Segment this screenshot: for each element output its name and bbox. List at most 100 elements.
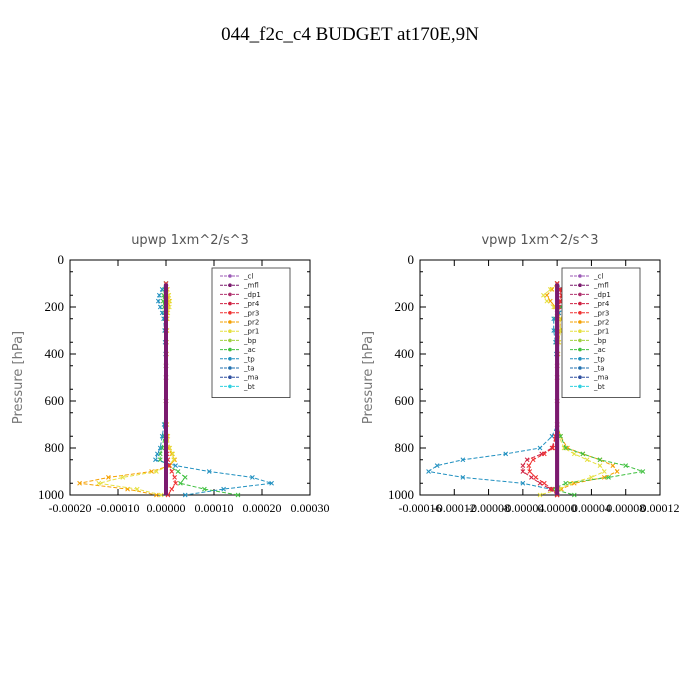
- data-point: [182, 475, 188, 480]
- legend-marker: [228, 274, 232, 278]
- chart-panel-2: vpwp 1xm^2/s^3 Pressure [hPa] 0 200 400 600 80…: [361, 233, 680, 515]
- y-tick-label: 200: [395, 299, 415, 314]
- y-tick-label: 600: [395, 393, 415, 408]
- data-point: [106, 475, 111, 480]
- y-tick-label: 1000: [388, 487, 414, 502]
- data-point: [460, 475, 466, 480]
- legend-marker: [228, 283, 232, 288]
- data-point: [640, 469, 646, 474]
- y-axis-label: Pressure [hPa]: [11, 331, 26, 424]
- data-point: [250, 475, 255, 480]
- legend-label: _pr2: [243, 319, 259, 327]
- data-point: [172, 475, 177, 480]
- x-tick-label: -0.00020: [49, 501, 92, 515]
- data-point: [159, 310, 165, 316]
- x-tick-label: -0.00010: [97, 501, 140, 515]
- chart-title: upwp 1xm^2/s^3: [131, 233, 249, 248]
- x-tick-label: 0.00020: [243, 501, 282, 515]
- legend-marker: [578, 311, 582, 315]
- legend-marker: [578, 329, 582, 334]
- data-point: [610, 463, 616, 468]
- data-point: [167, 298, 173, 304]
- data-point: [580, 451, 586, 457]
- legend-label: _tp: [593, 355, 605, 363]
- data-point: [157, 445, 163, 451]
- data-point: [584, 457, 590, 463]
- legend-label: _ma: [593, 374, 609, 382]
- legend-label: _bp: [593, 337, 607, 345]
- data-point: [153, 457, 158, 463]
- data-point: [541, 292, 546, 298]
- data-point: [503, 451, 509, 457]
- legend: _cl_mfl_dp1_pr4_pr3_pr2_pr1_bp_ac_tp_ta_…: [561, 267, 641, 399]
- y-tick-label: 400: [395, 346, 415, 361]
- legend-marker: [578, 338, 582, 343]
- plot-frame: [69, 259, 311, 496]
- legend-label: _ta: [243, 365, 255, 373]
- chart-title: vpwp 1xm^2/s^3: [481, 233, 598, 248]
- legend-label: _tp: [243, 355, 255, 363]
- legend-label: _ac: [243, 346, 256, 354]
- x-tick-label: -0.00016: [399, 501, 442, 515]
- data-point: [173, 480, 178, 486]
- x-tick-label: -0.00012: [433, 501, 476, 515]
- series-line-pr1: [98, 283, 175, 496]
- data-point: [597, 463, 603, 468]
- y-tick-label: 800: [45, 440, 65, 455]
- data-point: [547, 287, 553, 292]
- data-point: [527, 469, 533, 474]
- legend-label: _bp: [243, 337, 257, 345]
- x-tick-label: 0.00010: [195, 501, 234, 515]
- legend-marker: [578, 292, 582, 297]
- legend-marker: [228, 357, 232, 361]
- legend-label: _ma: [243, 374, 259, 382]
- data-point: [533, 475, 539, 480]
- legend-marker: [228, 366, 232, 370]
- y-tick-label: 600: [45, 393, 65, 408]
- legend-label: _pr1: [593, 328, 609, 336]
- chart-panel-1: upwp 1xm^2/s^3 Pressure [hPa] 0 200 400 600 80…: [11, 233, 330, 515]
- legend-label: _pr4: [593, 300, 610, 308]
- data-point: [541, 451, 547, 457]
- data-point: [547, 486, 553, 492]
- legend-marker: [578, 357, 582, 361]
- legend-label: _pr2: [593, 319, 609, 327]
- legend-marker: [228, 384, 232, 389]
- data-point: [551, 328, 557, 333]
- data-point: [544, 298, 550, 304]
- data-point: [563, 480, 569, 486]
- x-tick-label: 0.00008: [606, 501, 645, 515]
- data-point: [169, 469, 175, 474]
- data-point: [120, 475, 126, 480]
- data-point: [167, 445, 173, 451]
- legend-box: [211, 267, 291, 399]
- panels: upwp 1xm^2/s^3 Pressure [hPa] 0 200 400 600 80…: [11, 233, 680, 515]
- data-point: [169, 486, 175, 492]
- data-point: [567, 480, 573, 486]
- data-point: [606, 475, 611, 480]
- legend-marker: [578, 384, 582, 389]
- series-line-tp: [427, 283, 572, 496]
- legend-label: _bt: [243, 383, 255, 391]
- data-point: [269, 480, 274, 486]
- legend-label: _ac: [593, 346, 606, 354]
- data-point: [96, 480, 102, 486]
- data-point: [551, 304, 557, 310]
- legend: _cl_mfl_dp1_pr4_pr3_pr2_pr1_bp_ac_tp_ta_…: [211, 267, 291, 399]
- legend-marker: [578, 274, 582, 278]
- x-tick-label: 0.00030: [291, 501, 330, 515]
- data-point: [529, 475, 534, 480]
- y-tick-label: 800: [395, 440, 415, 455]
- data-point: [134, 486, 140, 492]
- data-point: [173, 463, 178, 468]
- data-point: [157, 304, 163, 310]
- data-point: [601, 469, 607, 474]
- data-point: [159, 445, 165, 451]
- legend-label: _dp1: [593, 291, 611, 299]
- data-point: [154, 469, 159, 474]
- legend-label: _pr1: [243, 328, 259, 336]
- data-point: [202, 486, 207, 492]
- data-point: [175, 469, 181, 474]
- data-point: [537, 492, 543, 498]
